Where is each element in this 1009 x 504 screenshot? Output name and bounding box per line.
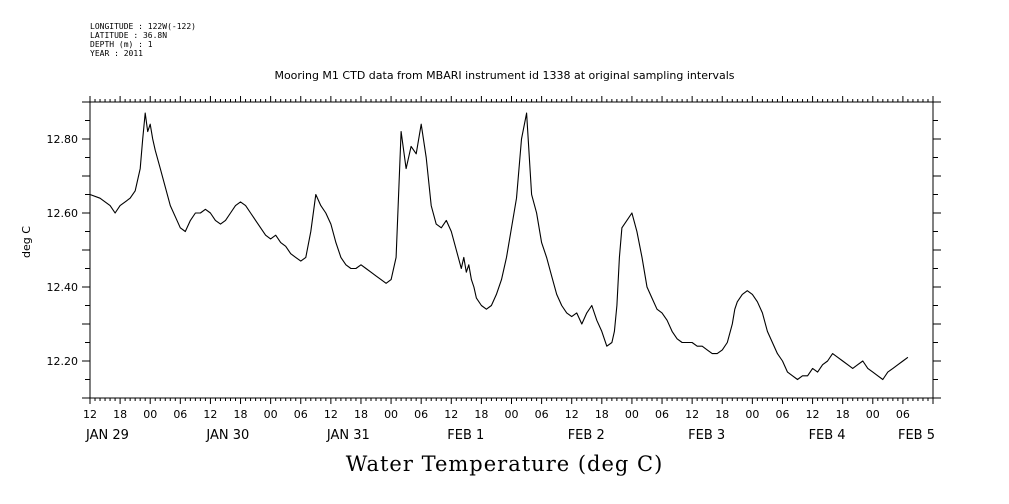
y-tick-label: 12.40 bbox=[47, 281, 79, 294]
mooring-metadata: LONGITUDE : 122W(-122) LATITUDE : 36.8N … bbox=[90, 22, 196, 58]
x-hour-label: 18 bbox=[474, 408, 488, 421]
x-hour-label: 12 bbox=[565, 408, 579, 421]
x-hour-label: 06 bbox=[775, 408, 789, 421]
x-hour-label: 06 bbox=[535, 408, 549, 421]
x-hour-label: 06 bbox=[414, 408, 428, 421]
x-hour-label: 06 bbox=[294, 408, 308, 421]
x-hour-label: 18 bbox=[234, 408, 248, 421]
longitude-label: LONGITUDE : 122W(-122) bbox=[90, 22, 196, 31]
x-hour-label: 06 bbox=[896, 408, 910, 421]
x-hour-label: 06 bbox=[655, 408, 669, 421]
depth-label: DEPTH (m) : 1 bbox=[90, 40, 153, 49]
latitude-label: LATITUDE : 36.8N bbox=[90, 31, 168, 40]
x-hour-label: 12 bbox=[324, 408, 338, 421]
x-date-label: JAN 30 bbox=[205, 428, 249, 443]
x-hour-label: 00 bbox=[625, 408, 639, 421]
x-date-label: FEB 5 bbox=[898, 428, 935, 443]
y-tick-label: 12.60 bbox=[47, 207, 79, 220]
x-date-label: FEB 3 bbox=[688, 428, 725, 443]
x-hour-label: 12 bbox=[203, 408, 217, 421]
x-hour-label: 18 bbox=[836, 408, 850, 421]
y-tick-label: 12.20 bbox=[47, 355, 79, 368]
x-hour-label: 18 bbox=[113, 408, 127, 421]
x-date-label: FEB 4 bbox=[809, 428, 846, 443]
x-hour-label: 12 bbox=[806, 408, 820, 421]
x-date-label: FEB 2 bbox=[568, 428, 605, 443]
plot-frame bbox=[89, 101, 934, 399]
x-hour-label: 12 bbox=[83, 408, 97, 421]
x-date-label: FEB 1 bbox=[447, 428, 484, 443]
x-axis-label: Water Temperature (deg C) bbox=[345, 452, 664, 476]
x-hour-label: 06 bbox=[173, 408, 187, 421]
x-hour-label: 12 bbox=[685, 408, 699, 421]
y-tick-label: 12.80 bbox=[47, 133, 79, 146]
x-hour-label: 00 bbox=[866, 408, 880, 421]
x-hour-label: 00 bbox=[264, 408, 278, 421]
x-hour-label: 00 bbox=[384, 408, 398, 421]
x-hour-label: 18 bbox=[595, 408, 609, 421]
x-date-label: JAN 31 bbox=[326, 428, 370, 443]
chart-title: Mooring M1 CTD data from MBARI instrumen… bbox=[274, 69, 735, 82]
year-label: YEAR : 2011 bbox=[90, 49, 143, 58]
x-date-label: JAN 29 bbox=[85, 428, 129, 443]
x-hour-label: 00 bbox=[143, 408, 157, 421]
x-hour-label: 00 bbox=[745, 408, 759, 421]
x-hour-label: 00 bbox=[505, 408, 519, 421]
x-hour-label: 12 bbox=[444, 408, 458, 421]
x-hour-label: 18 bbox=[715, 408, 729, 421]
temperature-series-line bbox=[89, 112, 909, 381]
x-hour-label: 18 bbox=[354, 408, 368, 421]
